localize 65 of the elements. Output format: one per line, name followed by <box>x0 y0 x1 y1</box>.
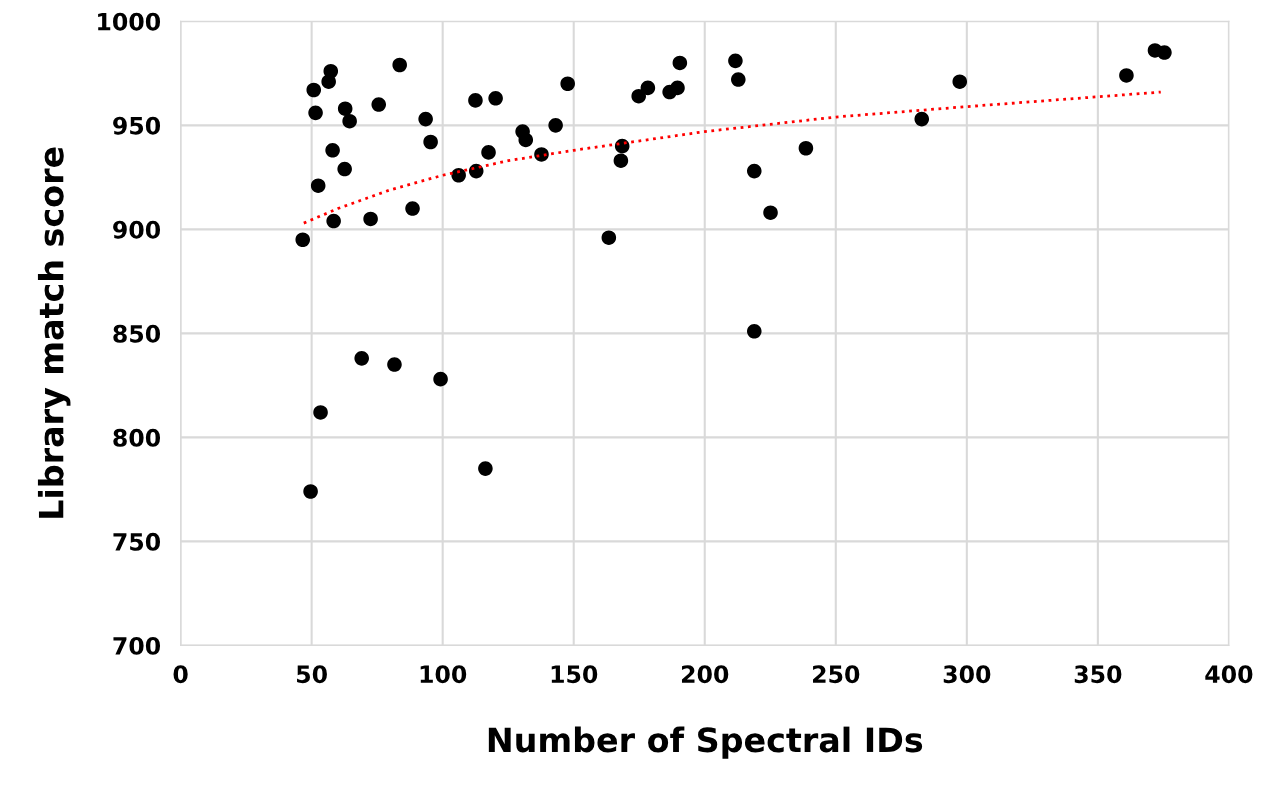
y-tick-label: 900 <box>113 220 161 239</box>
point <box>342 113 357 129</box>
x-tick-label: 150 <box>551 665 598 684</box>
x-tick-label: 350 <box>1074 665 1122 684</box>
point <box>613 153 629 168</box>
point <box>672 55 688 71</box>
y-tick-label: 800 <box>113 428 161 447</box>
y-axis-title: Library match score <box>37 147 71 518</box>
y-tick-label: 700 <box>113 636 161 655</box>
y-tick-label: 1000 <box>98 12 161 31</box>
x-tick-label: 200 <box>681 665 729 684</box>
point <box>631 88 646 104</box>
point <box>295 232 311 248</box>
point <box>1119 68 1134 83</box>
point <box>337 101 353 116</box>
point <box>763 205 778 220</box>
point <box>323 63 339 79</box>
x-tick-label: 300 <box>943 665 991 684</box>
point <box>731 72 746 87</box>
point <box>518 132 534 148</box>
point <box>308 105 323 121</box>
point <box>418 111 433 127</box>
point <box>326 213 341 229</box>
line-series <box>302 90 1163 225</box>
point <box>387 357 402 372</box>
x-tick-label: 100 <box>420 665 467 684</box>
point <box>601 230 617 245</box>
x-tick-label: 400 <box>1205 665 1253 684</box>
point <box>548 118 563 133</box>
point <box>747 324 762 339</box>
point <box>337 161 352 177</box>
point <box>363 211 378 227</box>
x-tick-label: 250 <box>813 665 860 684</box>
point <box>798 140 814 156</box>
point <box>488 91 503 106</box>
point <box>325 143 340 158</box>
point <box>952 74 968 89</box>
point <box>313 405 328 420</box>
point <box>747 163 762 179</box>
point <box>310 178 326 193</box>
point <box>468 93 483 108</box>
y-tick-label: 950 <box>113 116 161 135</box>
point <box>433 371 448 387</box>
point <box>354 351 369 366</box>
point <box>392 57 407 73</box>
point <box>1157 45 1172 60</box>
x-axis-title: Number of Spectral IDs <box>488 726 923 759</box>
point <box>303 484 318 499</box>
point <box>670 80 685 96</box>
x-tick-label: 0 <box>173 665 188 684</box>
point <box>640 80 656 96</box>
point <box>560 76 575 92</box>
point <box>478 461 493 476</box>
point <box>405 201 420 216</box>
point <box>451 167 466 183</box>
point <box>481 145 496 160</box>
point <box>371 97 387 112</box>
y-tick-label: 750 <box>113 532 161 551</box>
point <box>914 111 930 127</box>
y-tick-label: 850 <box>113 324 161 343</box>
point <box>306 82 322 98</box>
x-tick-label: 50 <box>297 665 327 684</box>
point <box>614 138 630 154</box>
point <box>728 53 743 69</box>
point <box>423 134 438 150</box>
